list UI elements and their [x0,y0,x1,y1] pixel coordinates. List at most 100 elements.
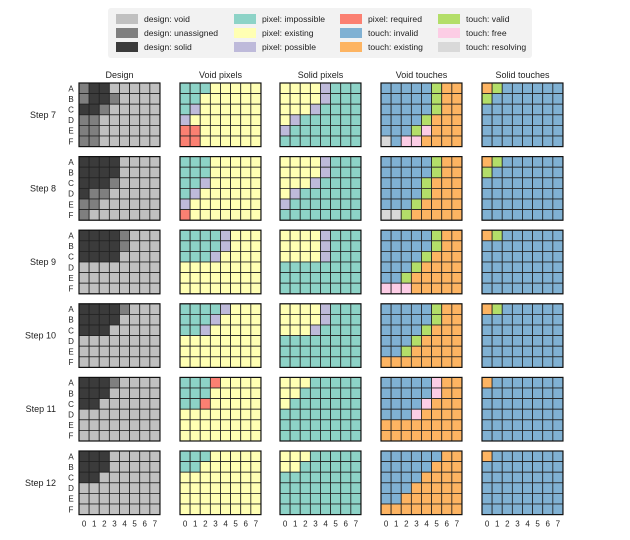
heatmap-panel [481,229,564,295]
heatmap-cell [279,156,291,168]
x-tick-label: 7 [153,520,158,529]
heatmap-cell [119,125,131,137]
heatmap-cell [481,82,493,95]
heatmap-cell [451,356,463,368]
heatmap-cell [511,166,523,179]
heatmap-cell [199,166,211,179]
heatmap-cell [139,156,151,168]
heatmap-cell [309,450,321,463]
heatmap-cell [350,492,362,505]
heatmap-cell [199,356,211,368]
heatmap-cell [380,335,392,347]
heatmap-cell [88,313,100,326]
heatmap-cell [98,261,110,274]
heatmap-cell [209,135,221,148]
heatmap-cell [149,387,161,400]
heatmap-cell [129,345,141,358]
heatmap-cell [78,450,90,463]
heatmap-cell [350,272,362,284]
heatmap-cell [522,356,533,368]
heatmap-cell [179,114,191,126]
heatmap-cell [289,250,301,263]
heatmap-cell [451,177,463,189]
heatmap-cell [199,156,211,168]
heatmap-cell [481,125,493,137]
heatmap-cell [129,156,141,168]
heatmap-cell [108,209,120,221]
heatmap-cell [220,450,231,463]
heatmap-cell [98,198,110,211]
heatmap-cell [289,303,301,315]
heatmap-cell [320,209,332,221]
heatmap-cell [289,492,301,505]
heatmap-cell [421,93,433,105]
heatmap-cell [189,272,201,284]
heatmap-cell [330,282,342,295]
heatmap-cell [380,82,392,95]
x-tick-label: 1 [293,520,298,529]
heatmap-cell [552,450,564,463]
heatmap-cell [179,198,191,211]
heatmap-cell [279,82,291,95]
heatmap-cell [240,282,252,295]
heatmap-cell [250,429,262,442]
heatmap-cell [380,187,392,200]
row-label: Step 8 [30,183,56,193]
heatmap-cell [119,461,131,473]
heatmap-cell [279,471,291,484]
heatmap-cell [119,135,131,148]
heatmap-cell [289,209,301,221]
heatmap-cell [350,261,362,274]
heatmap-cell [451,471,463,484]
heatmap-cell [491,82,503,95]
x-tick-label: 0 [283,520,288,529]
heatmap-cell [542,187,554,200]
heatmap-cell [481,324,493,337]
heatmap-cell [421,198,433,211]
heatmap-cell [441,272,453,284]
heatmap-cell [340,250,352,263]
heatmap-cell [88,492,100,505]
heatmap-cell [250,135,262,148]
heatmap-cell [410,471,422,484]
legend-swatch [234,28,256,38]
heatmap-cell [139,177,151,189]
heatmap-cell [441,209,453,221]
heatmap-cell [340,198,352,211]
panel-frame [380,303,463,368]
legend-swatch [340,28,362,38]
heatmap-cell [532,408,544,421]
heatmap-cell [309,313,321,326]
heatmap-cell [400,503,412,516]
heatmap-cell [350,240,362,252]
heatmap-cell [250,335,262,347]
heatmap-cell [532,93,544,105]
heatmap-cell [309,282,321,295]
heatmap-cell [209,398,221,410]
heatmap-cell [108,471,120,484]
heatmap-cell [250,125,262,137]
heatmap-cell [88,156,100,168]
heatmap-cell [431,282,443,295]
heatmap-cell [129,461,141,473]
heatmap-cell [532,313,544,326]
heatmap-cell [209,313,221,326]
heatmap-cell [230,261,242,274]
heatmap-cell [340,429,352,442]
heatmap-cell [279,450,291,463]
heatmap-cell [350,376,362,389]
heatmap-cell [289,429,301,442]
heatmap-cell [309,356,321,368]
heatmap-cell [189,492,201,505]
heatmap-cell [88,419,100,431]
heatmap-cell [501,166,513,179]
heatmap-cell [189,324,201,337]
heatmap-cell [340,209,352,221]
heatmap-cell [309,187,321,200]
heatmap-cell [431,209,443,221]
panel-frame [78,450,161,516]
heatmap-cell [250,209,262,221]
heatmap-cell [199,282,211,295]
heatmap-cell [309,125,321,137]
heatmap-cell [491,356,503,368]
